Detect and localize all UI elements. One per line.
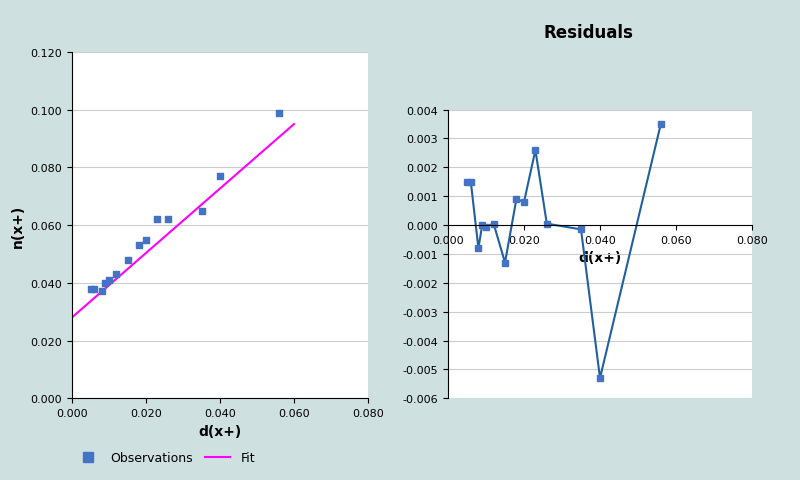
Point bbox=[139, 236, 152, 244]
Legend: Observations, Fit: Observations, Fit bbox=[70, 446, 260, 469]
X-axis label: d(x+): d(x+) bbox=[578, 251, 622, 265]
X-axis label: d(x+): d(x+) bbox=[198, 424, 242, 438]
Point bbox=[273, 109, 286, 117]
Point bbox=[162, 216, 174, 224]
Point bbox=[214, 173, 226, 180]
Point bbox=[102, 276, 115, 284]
Point bbox=[110, 271, 123, 278]
Y-axis label: n(x+): n(x+) bbox=[11, 204, 25, 247]
Point bbox=[88, 285, 101, 293]
Point bbox=[121, 256, 134, 264]
Point bbox=[150, 216, 163, 224]
Point bbox=[99, 279, 112, 287]
Point bbox=[132, 242, 145, 250]
Point bbox=[84, 285, 97, 293]
Point bbox=[95, 288, 108, 296]
Text: Residuals: Residuals bbox=[543, 24, 633, 42]
Point bbox=[195, 207, 208, 215]
